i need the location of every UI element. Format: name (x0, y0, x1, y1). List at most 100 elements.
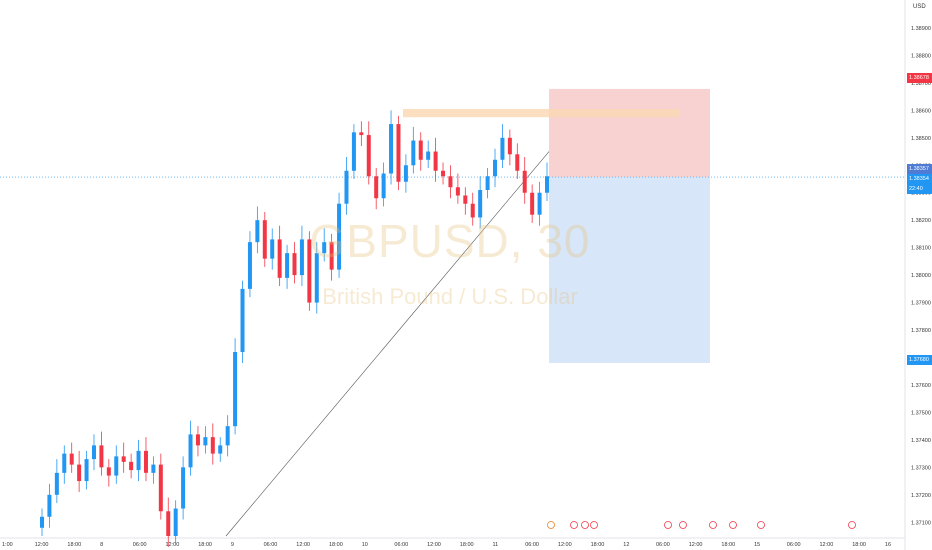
time-axis-label: 18:00 (329, 542, 343, 548)
candle-body (40, 516, 44, 528)
flag-icon (590, 521, 598, 529)
time-axis-label: 8 (100, 542, 103, 548)
time-axis-label: 12:00 (820, 542, 834, 548)
candle-body (69, 453, 74, 465)
candle-body (478, 189, 483, 218)
target-price-tag: 1.37680 (907, 355, 932, 365)
time-axis-label: 12:00 (558, 542, 572, 548)
candle-body (537, 192, 542, 215)
price-axis-label: 1.37600 (911, 383, 931, 389)
candle-body (411, 140, 416, 166)
time-axis-label: 18:00 (591, 542, 605, 548)
candle-body (143, 450, 148, 473)
candle-body (307, 239, 312, 303)
candle-body (181, 467, 186, 509)
candle-body (151, 464, 156, 473)
candle-body (351, 132, 356, 171)
price-axis-label: 1.37200 (911, 493, 931, 499)
time-axis-label: 18:00 (460, 542, 474, 548)
candle-body (255, 220, 260, 243)
currency-label: USD (913, 4, 926, 10)
flag-icon (581, 521, 589, 529)
candle-body (374, 176, 379, 199)
candle-body (84, 459, 89, 482)
price-axis-label: 1.37900 (911, 301, 931, 307)
candle-body (381, 173, 386, 199)
flag-icon (848, 521, 856, 529)
candle-body (129, 461, 134, 471)
calendar-icon (547, 521, 555, 529)
time-axis-label: 12:00 (296, 542, 310, 548)
price-axis-label: 1.38200 (911, 218, 931, 224)
candle-body (77, 464, 82, 482)
flag-icon (709, 521, 717, 529)
candle-body (285, 253, 290, 278)
price-axis-label: 1.37300 (911, 465, 931, 471)
flag-icon (729, 521, 737, 529)
candle-body (500, 137, 505, 160)
take-profit-zone (549, 177, 710, 363)
price-axis-label: 1.37800 (911, 328, 931, 334)
time-axis-label: 9 (231, 542, 234, 548)
time-axis-label: 16 (885, 542, 891, 548)
candle-body (47, 494, 52, 517)
price-axis-label: 1.38700 (911, 81, 931, 87)
time-axis-label: 12:00 (427, 542, 441, 548)
candle-body (314, 253, 319, 303)
time-axis-label: 12:00 (166, 542, 180, 548)
candle-body (121, 456, 126, 462)
candle-body (277, 239, 282, 278)
bid-price-tag: 1.38354 (907, 174, 932, 184)
candle-body (515, 154, 520, 171)
candle-body (322, 242, 327, 254)
last-price-tag: 1.38357 (907, 164, 932, 174)
candle-body (470, 203, 475, 218)
candle-body (463, 195, 468, 204)
candle-body (173, 508, 178, 536)
resistance-zone (403, 108, 680, 118)
trend-line (225, 151, 550, 537)
time-axis-label: 1:00 (2, 542, 13, 548)
time-axis-label: 12 (623, 542, 629, 548)
candle-body (441, 170, 446, 177)
candle-body (218, 445, 223, 454)
candle-body (292, 253, 297, 276)
candle-body (359, 132, 364, 136)
price-axis-label: 1.38900 (911, 26, 931, 32)
price-axis-label: 1.38500 (911, 136, 931, 142)
price-axis-label: 1.38800 (911, 53, 931, 59)
candle-body (106, 467, 111, 476)
candle-body (433, 151, 438, 171)
candle-body (299, 239, 304, 276)
stop-loss-zone (549, 88, 710, 178)
time-axis-label: 12:00 (35, 542, 49, 548)
candle-body (344, 170, 349, 204)
candle-body (366, 135, 371, 177)
price-axis-label: 1.38600 (911, 108, 931, 114)
candle-body (233, 352, 238, 427)
time-axis-label: 06:00 (656, 542, 670, 548)
candle-body (195, 434, 200, 446)
candle-body (448, 176, 453, 188)
candle-body (426, 151, 431, 160)
candle-body (99, 445, 104, 468)
candle-body (210, 437, 215, 454)
candle-body (166, 511, 171, 536)
candle-body (329, 242, 334, 270)
price-axis-label: 1.37500 (911, 410, 931, 416)
time-axis-label: 18:00 (852, 542, 866, 548)
time-axis-label: 06:00 (394, 542, 408, 548)
candle-body (485, 176, 490, 190)
candle-body (522, 170, 527, 193)
candle-body (270, 239, 275, 259)
candle-body (203, 437, 208, 446)
price-axis-label: 1.38000 (911, 273, 931, 279)
candle-body (507, 137, 512, 155)
candle-body (396, 124, 401, 182)
candle-body (188, 434, 193, 468)
time-axis-label: 18:00 (67, 542, 81, 548)
candle-body (337, 203, 342, 270)
candle-body (493, 159, 498, 177)
candle-body (545, 176, 549, 193)
